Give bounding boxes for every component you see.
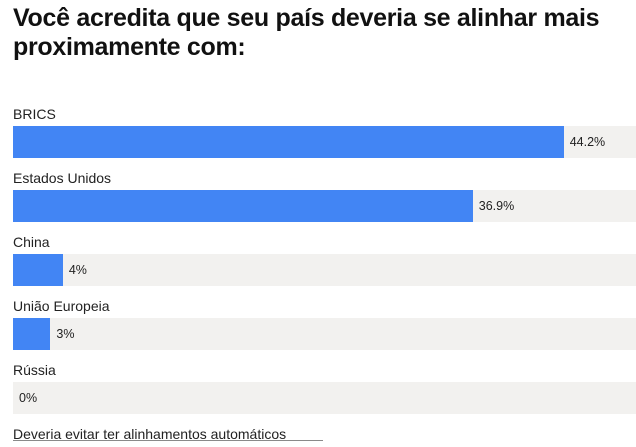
value-label: 3% [56,327,75,341]
value-label: 44.2% [569,135,606,149]
value-label: 0% [19,391,38,405]
category-label: Estados Unidos [13,170,112,186]
bar [13,126,564,158]
category-label: China [13,234,50,250]
category-label: União Europeia [13,298,110,314]
value-label: 4% [68,263,87,277]
bar-track: 3% [13,318,636,350]
bar-track [13,440,323,447]
bar-track: 36.9% [13,190,636,222]
bar [13,318,51,350]
category-label: Rússia [13,362,56,378]
chart-title: Você acredita que seu país deveria se al… [13,4,600,61]
value-label: 36.9% [478,199,515,213]
bar-track: 4% [13,254,636,286]
category-label: BRICS [13,106,56,122]
bar [13,254,63,286]
bar-track: 0% [13,382,636,414]
bar [13,190,473,222]
category-label: Deveria evitar ter alinhamentos automáti… [13,426,287,442]
bar-track: 44.2% [13,126,636,158]
